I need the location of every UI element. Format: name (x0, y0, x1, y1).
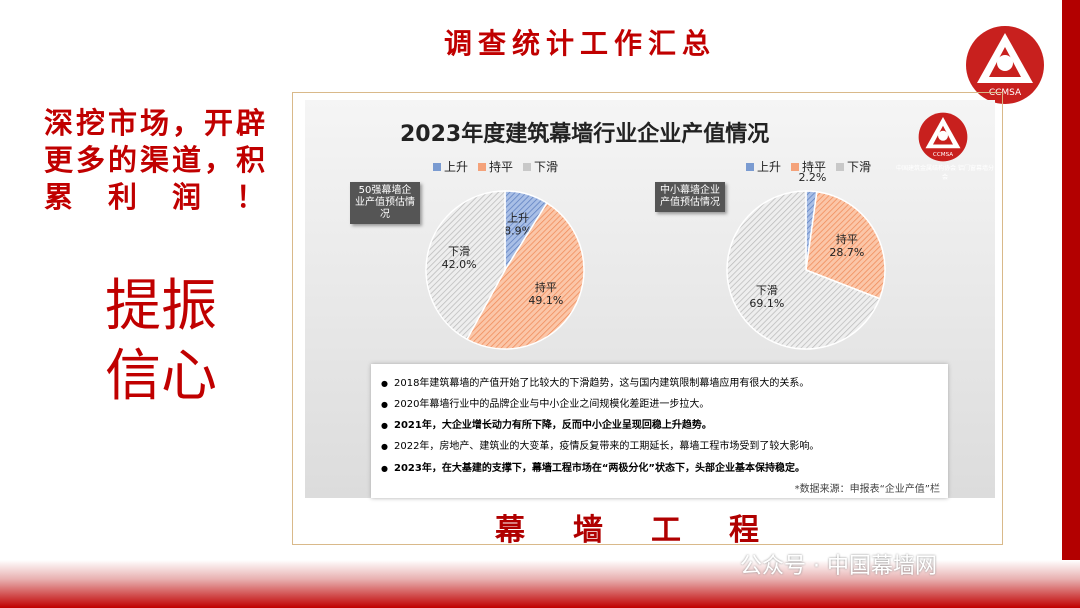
panel-logo: CCMSA (918, 112, 968, 162)
slogan: 深挖市场，开辟更多的渠道，积累 利 润 ！ (44, 106, 269, 214)
pie-label: 上升 8.9% (504, 211, 532, 237)
ccmsa-logo: CCMSA (966, 26, 1044, 104)
note-4: 2022年，房地产、建筑业的大变革，疫情反复带来的工期延长，幕墙工程市场受到了较… (381, 437, 819, 452)
slide-frame (292, 92, 1003, 545)
pie-label: 下滑 42.0% (442, 245, 477, 271)
tag-top50: 50强幕墙企业产值预估情况 (350, 182, 420, 224)
legend-2: 上升 持平 下滑 (746, 158, 871, 175)
note-2: 2020年幕墙行业中的品牌企业与中小企业之间规模化差距进一步拉大。 (381, 395, 709, 410)
note-1: 2018年建筑幕墙的产值开始了比较大的下滑趋势，这与国内建筑限制幕墙应用有很大的… (381, 374, 809, 389)
page-title: 调查统计工作汇总 (443, 27, 716, 60)
right-stripe (1062, 0, 1080, 608)
note-5: 2023年，在大基建的支撑下，幕墙工程市场在“两极分化”状态下，头部企业基本保持… (381, 459, 805, 474)
tag-sme: 中小幕墙企业产值预估情况 (655, 182, 725, 212)
panel-logo-subtitle: 中国建筑金属结构协会 铝门窗幕墙分会 (896, 165, 994, 181)
pie-slice-下滑 (726, 190, 881, 350)
watermark: 公众号 · 中国幕墙网 (740, 554, 937, 579)
data-source: *数据来源：申报表“企业产值”栏 (794, 484, 940, 495)
note-3: 2021年，大企业增长动力有所下降，反而中小企业呈现回稳上升趋势。 (381, 416, 712, 431)
pie-slice-持平 (465, 201, 585, 350)
svg-text:CCMSA: CCMSA (989, 88, 1022, 98)
legend-1: 上升 持平 下滑 (433, 158, 558, 175)
svg-text:CCMSA: CCMSA (933, 152, 953, 158)
pie-label: 持平 49.1% (528, 280, 563, 307)
pie-label: 2.2% (798, 171, 826, 184)
footer-label: 幕墙工程 (495, 513, 807, 548)
pie-slice-持平 (805, 190, 886, 300)
chart-title: 2023年度建筑幕墙行业企业产值情况 (400, 122, 770, 147)
pie-label: 下滑 69.1% (749, 284, 784, 310)
big-slogan: 提振信心 (105, 274, 217, 409)
pie-label: 持平 28.7% (829, 232, 864, 259)
pie-slice-下滑 (425, 190, 506, 341)
bottom-band (0, 560, 1080, 608)
notes-box: 2018年建筑幕墙的产值开始了比较大的下滑趋势，这与国内建筑限制幕墙应用有很大的… (371, 364, 948, 498)
